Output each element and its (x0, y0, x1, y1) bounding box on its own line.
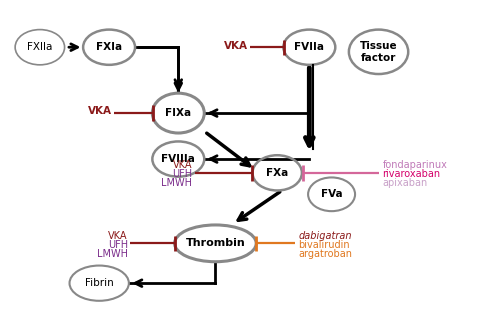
Text: LMWH: LMWH (161, 178, 192, 188)
Text: FXIa: FXIa (96, 42, 122, 52)
Text: VKA: VKA (172, 159, 192, 170)
Text: FVIIIa: FVIIIa (162, 154, 195, 164)
Text: argatroban: argatroban (298, 249, 352, 259)
Text: Thrombin: Thrombin (186, 238, 246, 248)
Text: apixaban: apixaban (382, 178, 428, 188)
Text: FVIIa: FVIIa (294, 42, 324, 52)
Text: Fibrin: Fibrin (85, 278, 114, 288)
Text: VKA: VKA (88, 106, 112, 116)
Text: FXa: FXa (266, 168, 288, 178)
Text: VKA: VKA (108, 231, 128, 241)
Text: LMWH: LMWH (97, 249, 128, 259)
Text: fondaparinux: fondaparinux (382, 159, 448, 170)
Text: dabigatran: dabigatran (298, 231, 352, 241)
Text: UFH: UFH (172, 169, 192, 179)
Text: Tissue
factor: Tissue factor (360, 41, 398, 63)
Text: VKA: VKA (224, 41, 248, 51)
Text: UFH: UFH (108, 240, 128, 250)
Text: bivalirudin: bivalirudin (298, 240, 350, 250)
Text: FVa: FVa (321, 189, 342, 199)
Text: rivaroxaban: rivaroxaban (382, 169, 440, 179)
Text: FIXa: FIXa (165, 108, 192, 118)
Text: FXIIa: FXIIa (27, 42, 52, 52)
